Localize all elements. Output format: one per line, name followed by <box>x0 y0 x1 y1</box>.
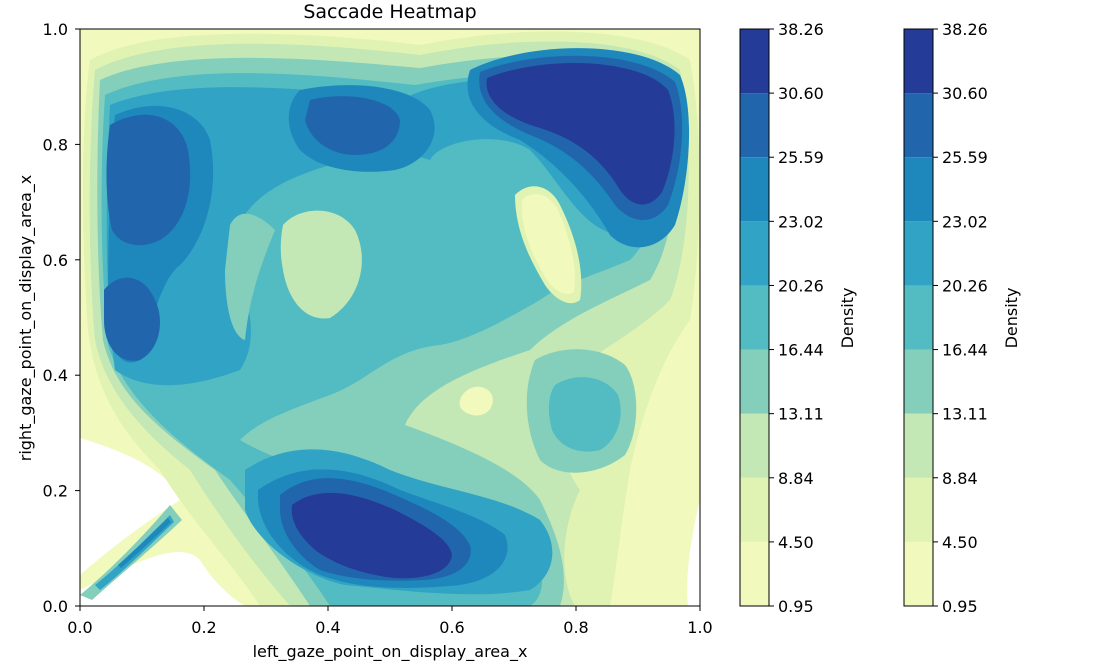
colorbar-tick-label: 13.11 <box>778 405 824 424</box>
colorbar-segment <box>904 93 933 158</box>
colorbar-label: Density <box>838 288 857 349</box>
colorbar-tick-label: 25.59 <box>778 148 824 167</box>
colorbar-segment <box>904 157 933 222</box>
y-tick-label: 0.8 <box>43 135 68 154</box>
y-tick-label: 0.0 <box>43 597 68 616</box>
contour-band-level-0 <box>521 193 576 295</box>
plot-frame <box>79 28 701 607</box>
empty-region <box>80 438 180 575</box>
colorbar-tick-label: 20.26 <box>942 276 988 295</box>
colorbar-tick-label: 4.50 <box>942 533 978 552</box>
colorbar-tick-label: 8.84 <box>942 469 978 488</box>
y-tick-label: 1.0 <box>43 20 68 39</box>
colorbar-tick-label: 0.95 <box>778 597 814 616</box>
empty-region <box>80 551 245 606</box>
colorbar-tick-label: 16.44 <box>778 341 824 360</box>
y-tick-label: 0.6 <box>43 251 68 270</box>
colorbar-segment <box>904 285 933 350</box>
contour-band-level-6 <box>118 518 171 568</box>
contour-plot-area <box>80 29 700 606</box>
x-axis-label: left_gaze_point_on_display_area_x <box>253 642 528 662</box>
y-tick-label: 0.2 <box>43 482 68 501</box>
colorbar-frame <box>903 28 934 607</box>
contour-band-level-8 <box>486 62 675 205</box>
colorbar-segment <box>904 541 933 606</box>
colorbar-tick-label: 0.95 <box>942 597 978 616</box>
colorbar-segment <box>904 29 933 94</box>
contour-band-level-8 <box>291 492 452 579</box>
colorbar-segment <box>740 285 769 350</box>
colorbar-tick-label: 25.59 <box>942 148 988 167</box>
contour-band-level-2 <box>280 210 362 319</box>
colorbar-segment <box>740 29 769 94</box>
colorbar-tick-label: 8.84 <box>778 469 814 488</box>
empty-region <box>687 500 700 606</box>
colorbar-tick-label: 30.60 <box>942 84 988 103</box>
colorbar-segment <box>904 413 933 478</box>
colorbar-segment <box>740 349 769 414</box>
colorbar-tick-label: 30.60 <box>778 84 824 103</box>
colorbar-1: 0.95 4.50 8.84 13.11 16.44 20.26 23.02 25.59 30.… <box>739 20 857 616</box>
colorbar-segment <box>740 221 769 286</box>
colorbar-tick-label: 20.26 <box>778 276 824 295</box>
colorbar-label: Density <box>1002 288 1021 349</box>
contour-band-level-7 <box>106 114 191 246</box>
colorbar-segment <box>904 349 933 414</box>
colorbar-tick-label: 13.11 <box>942 405 988 424</box>
y-axis: 0.0 0.2 0.4 0.6 0.8 1.0 <box>43 20 80 616</box>
colorbar-segment <box>740 413 769 478</box>
contour-band-level-3 <box>225 213 275 340</box>
x-tick-label: 0.2 <box>191 618 216 637</box>
x-tick-label: 0.4 <box>315 618 340 637</box>
colorbar-tick-label: 38.26 <box>778 20 824 39</box>
contour-band-level-4 <box>548 377 621 452</box>
x-axis: 0.0 0.2 0.4 0.6 0.8 1.0 <box>67 606 713 637</box>
colorbar-2: 0.95 4.50 8.84 13.11 16.44 20.26 23.02 25.59 30.… <box>903 20 1021 616</box>
colorbar-tick-label: 23.02 <box>778 212 824 231</box>
colorbar-tick-label: 23.02 <box>942 212 988 231</box>
colorbar-segment <box>740 93 769 158</box>
colorbar-segment <box>740 541 769 606</box>
contour-band-level-7 <box>104 277 160 361</box>
x-tick-label: 0.0 <box>67 618 92 637</box>
chart-title: Saccade Heatmap <box>303 1 476 23</box>
colorbar-tick-label: 4.50 <box>778 533 814 552</box>
contour-band-level-0 <box>459 386 493 416</box>
x-tick-label: 0.8 <box>563 618 588 637</box>
y-axis-label: right_gaze_point_on_display_area_x <box>16 175 36 462</box>
y-tick-label: 0.4 <box>43 366 68 385</box>
contour-band-level-7 <box>305 96 400 155</box>
colorbar-segment <box>904 221 933 286</box>
colorbar-segment <box>740 477 769 542</box>
x-tick-label: 1.0 <box>687 618 712 637</box>
x-tick-label: 0.6 <box>439 618 464 637</box>
colorbar-frame <box>739 28 770 607</box>
colorbar-tick-label: 38.26 <box>942 20 988 39</box>
colorbar-segment <box>740 157 769 222</box>
colorbar-tick-label: 16.44 <box>942 341 988 360</box>
colorbar-segment <box>904 477 933 542</box>
